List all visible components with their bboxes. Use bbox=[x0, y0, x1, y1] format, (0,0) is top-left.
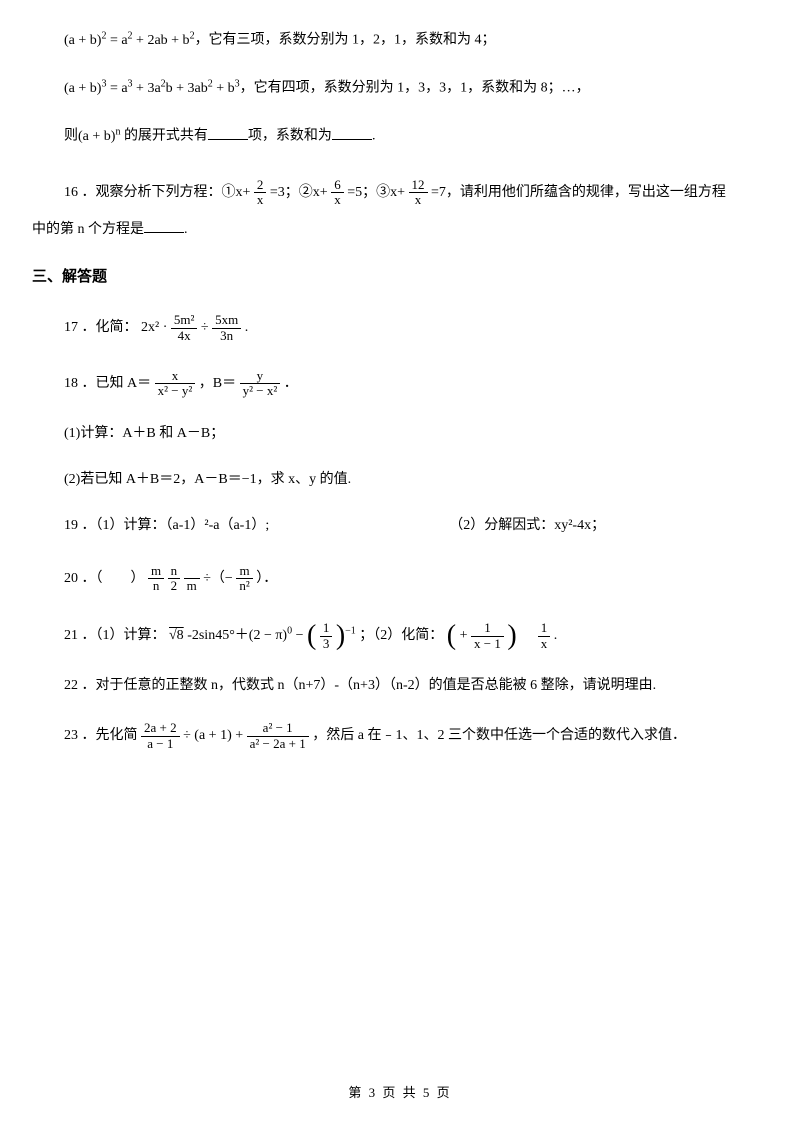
fraction: 5m²4x bbox=[171, 313, 198, 343]
label: 20 ．（ ） bbox=[64, 571, 145, 586]
text: ． bbox=[284, 376, 298, 391]
fraction: 5xm3n bbox=[212, 313, 241, 343]
question-18-sub1: (1)计算：A＋B 和 A－B； bbox=[32, 423, 768, 445]
question-16: 16 ．观察分析下列方程：①x+ 2x =3；②x+ 6x =5；③x+ 12x… bbox=[32, 178, 768, 209]
op: ÷ (a + 1) + bbox=[183, 728, 247, 743]
expr: 2x² · bbox=[141, 320, 171, 335]
fraction: mn² bbox=[236, 564, 252, 594]
question-18-sub2: (2)若已知 A＋B＝2，A－B＝−1，求 x、y 的值. bbox=[32, 469, 768, 491]
exp: −1 bbox=[345, 626, 356, 637]
fraction: xx² − y² bbox=[155, 369, 196, 399]
text: . bbox=[184, 222, 188, 237]
question-18: 18 ．已知 A＝ xx² − y² ，B＝ yy² − x² ． bbox=[32, 369, 768, 399]
question-16-cont: 中的第 n 个方程是. bbox=[32, 219, 768, 241]
question-21: 21 ．（1）计算： √8 -2sin45°＋(2 − π)0 − ( 13 )… bbox=[32, 621, 768, 651]
part2: （2）分解因式：xy²-4x； bbox=[449, 515, 605, 537]
fraction: mn bbox=[148, 564, 164, 594]
text: =5；③x+ bbox=[347, 185, 405, 200]
section-title-3: 三、解答题 bbox=[32, 265, 768, 289]
fraction: 12x bbox=[409, 178, 428, 208]
fraction: 13 bbox=[320, 621, 333, 651]
paren-icon: ( bbox=[447, 620, 456, 651]
label: 21 ．（1）计算： bbox=[64, 628, 166, 643]
expr: (a + b)2 = a2 + 2ab + b2 bbox=[64, 33, 195, 48]
op: ÷ bbox=[201, 320, 212, 335]
formula-line-1: (a + b)2 = a2 + 2ab + b2，它有三项，系数分别为 1，2，… bbox=[32, 28, 768, 52]
text: 中的第 n 个方程是 bbox=[32, 222, 144, 237]
fraction: 6x bbox=[331, 178, 344, 208]
sqrt: √8 bbox=[169, 628, 184, 643]
text: 项，系数和为 bbox=[248, 129, 332, 144]
text: ，它有三项，系数分别为 1，2，1，系数和为 4； bbox=[195, 33, 496, 48]
text: =3；②x+ bbox=[270, 185, 328, 200]
text: ，它有四项，系数分别为 1，3，3，1，系数和为 8；…， bbox=[240, 81, 590, 96]
op: + bbox=[460, 628, 471, 643]
text: . bbox=[554, 628, 558, 643]
formula-line-3: 则(a + b)n 的展开式共有 项，系数和为. bbox=[32, 124, 768, 148]
fraction: n2 bbox=[168, 564, 181, 594]
label: 18 ．已知 A＝ bbox=[64, 376, 151, 391]
part1: 19 ．（1）计算：（a-1）²-a（a-1）; bbox=[64, 515, 269, 537]
fraction: 1x bbox=[538, 621, 551, 651]
fraction: 2a + 2a − 1 bbox=[141, 721, 180, 751]
fraction: m bbox=[184, 564, 200, 594]
label: 17 ．化简： bbox=[64, 320, 138, 335]
blank-input[interactable] bbox=[332, 126, 372, 140]
text bbox=[520, 628, 534, 643]
expr: (a + b)3 = a3 + 3a2b + 3ab2 + b3 bbox=[64, 81, 240, 96]
text: ，B＝ bbox=[199, 376, 236, 391]
question-20: 20 ．（ ） mn n2 m ÷（− mn² ）． bbox=[32, 564, 768, 594]
op: ÷（− bbox=[203, 571, 233, 586]
page-footer: 第 3 页 共 5 页 bbox=[0, 1083, 800, 1104]
blank-input[interactable] bbox=[144, 219, 184, 233]
label: 16 ．观察分析下列方程：①x+ bbox=[64, 185, 250, 200]
question-19: 19 ．（1）计算：（a-1）²-a（a-1）; （2）分解因式：xy²-4x； bbox=[32, 515, 768, 537]
question-22: 22 ．对于任意的正整数 n，代数式 n（n+7）-（n+3）（n-2）的值是否… bbox=[32, 675, 768, 697]
blank-input[interactable] bbox=[208, 126, 248, 140]
fraction: 2x bbox=[254, 178, 267, 208]
text: . bbox=[372, 129, 376, 144]
question-23: 23 ．先化简 2a + 2a − 1 ÷ (a + 1) + a² − 1a²… bbox=[32, 721, 768, 751]
fraction: 1x − 1 bbox=[471, 621, 504, 651]
text: =7，请利用他们所蕴含的规律，写出这一组方程 bbox=[431, 185, 726, 200]
text: ）． bbox=[256, 571, 277, 586]
fraction: yy² − x² bbox=[240, 369, 281, 399]
fraction: a² − 1a² − 2a + 1 bbox=[247, 721, 309, 751]
label: 23 ．先化简 bbox=[64, 728, 138, 743]
question-17: 17 ．化简： 2x² · 5m²4x ÷ 5xm3n . bbox=[32, 313, 768, 343]
text: ；（2）化简： bbox=[359, 628, 443, 643]
paren-icon: ( bbox=[307, 620, 316, 651]
paren-icon: ) bbox=[336, 620, 345, 651]
exp: 0 bbox=[287, 626, 292, 637]
text: ，然后 a 在﹣1、1、2 三个数中任选一个合适的数代入求值． bbox=[312, 728, 686, 743]
formula-line-2: (a + b)3 = a3 + 3a2b + 3ab2 + b3，它有四项，系数… bbox=[32, 76, 768, 100]
pre: 则 bbox=[64, 129, 78, 144]
text: 的展开式共有 bbox=[120, 129, 208, 144]
text: . bbox=[245, 320, 249, 335]
expr: (a + b)n bbox=[78, 129, 120, 144]
text: -2sin45°＋(2 − π) bbox=[187, 628, 287, 643]
op: − bbox=[296, 628, 307, 643]
paren-icon: ) bbox=[507, 620, 516, 651]
